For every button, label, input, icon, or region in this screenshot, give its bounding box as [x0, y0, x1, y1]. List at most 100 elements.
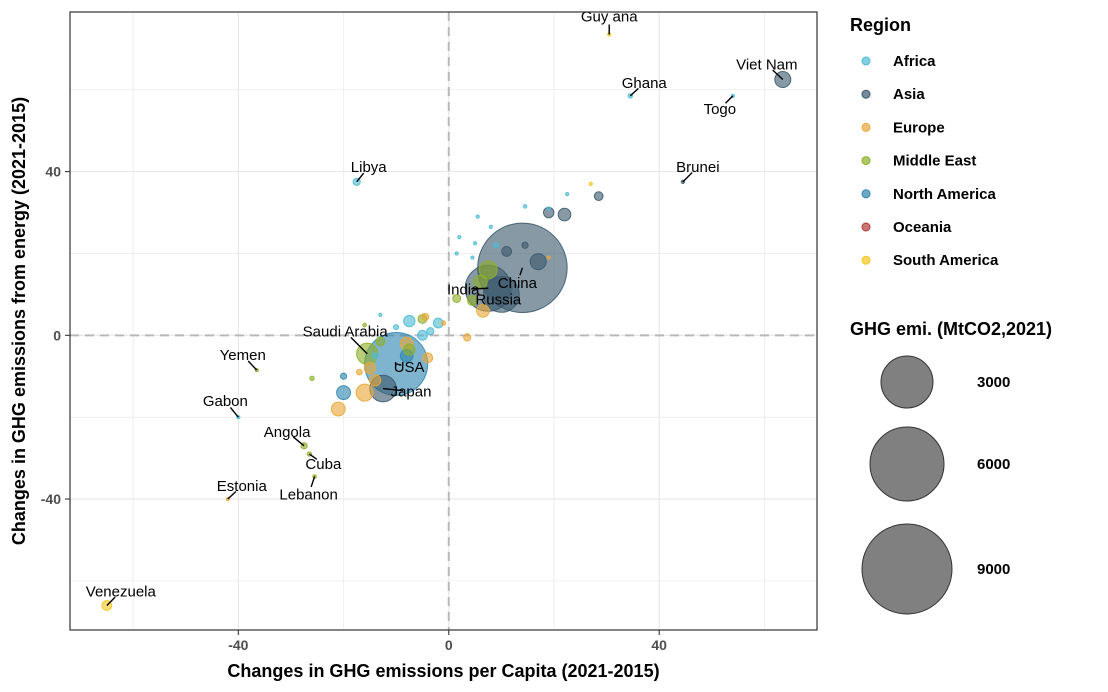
bubble-north-america: [339, 372, 348, 380]
bubble-africa: [371, 352, 379, 360]
legend-label: Europe: [893, 119, 945, 136]
bubble-europe: [476, 303, 490, 318]
size-legend-label: 9000: [977, 561, 1010, 578]
annotation-label: Ghana: [622, 75, 668, 92]
y-tick-label: 0: [53, 327, 61, 343]
annotation-leader: [629, 87, 639, 97]
annotation-label: Gabon: [203, 393, 248, 410]
size-legend-circle: [869, 426, 945, 502]
legend-label: Asia: [893, 86, 925, 103]
region-legend: Region Africa Asia Europe Middle East North …: [850, 15, 999, 269]
y-axis-ticks: -40 0 40: [41, 164, 70, 507]
size-legend: GHG emi. (MtCO2,2021) 3000 6000 9000: [850, 319, 1052, 615]
legend-key: [861, 156, 871, 166]
annotation-leader: [772, 69, 784, 81]
annotation-layer: Guy ana Viet Nam Ghana Togo Libya Brunei China…: [86, 9, 798, 606]
bubble-africa: [454, 251, 459, 256]
annotation-leader: [395, 363, 402, 366]
annotation-label: Guy ana: [581, 9, 638, 26]
bubble-north-america: [336, 385, 351, 401]
x-tick-label: 0: [445, 637, 453, 653]
bubble-asia: [482, 276, 520, 313]
legend-key: [861, 222, 871, 232]
bubble-asia: [521, 241, 529, 249]
annotation-label: Angola: [264, 424, 311, 441]
annotation-label: Japan: [391, 384, 432, 401]
annotation-leader: [229, 406, 239, 418]
size-legend-circle: [880, 355, 934, 409]
bubble-africa: [378, 312, 383, 317]
bubble-africa: [426, 327, 435, 336]
bubble-asia: [557, 207, 572, 222]
annotation-label: USA: [394, 359, 425, 376]
bubble-africa: [475, 214, 480, 219]
x-axis-title: Changes in GHG emissions per Capita (202…: [227, 661, 659, 681]
bubble-europe: [368, 374, 382, 387]
bubble-asia: [501, 246, 513, 257]
annotation-label: Estonia: [217, 478, 268, 495]
annotation-leader: [310, 476, 316, 488]
bubble-europe: [463, 333, 472, 342]
legend-label: Africa: [893, 53, 936, 70]
bubble-middle-east: [309, 375, 315, 381]
annotation-leader: [308, 453, 318, 460]
annotation-leader: [247, 360, 258, 371]
bubble-africa: [522, 204, 528, 209]
legend-label: Middle East: [893, 153, 976, 170]
y-tick-label: 40: [45, 164, 61, 180]
bubble-africa: [470, 255, 475, 260]
size-legend-circle: [861, 523, 953, 615]
annotation-leader: [724, 95, 734, 104]
bubble-asia: [529, 253, 547, 271]
x-tick-label: 40: [651, 637, 667, 653]
legend-label: South America: [893, 252, 999, 269]
annotation-leader: [519, 267, 524, 276]
annotation-leader: [471, 287, 489, 290]
bubble-middle-east: [362, 322, 367, 328]
bubble-europe: [356, 368, 363, 376]
legend-key: [861, 56, 871, 66]
bubble-africa: [403, 314, 416, 328]
bubble-africa: [457, 234, 462, 240]
bubble-africa: [393, 324, 400, 331]
x-axis-ticks: -40 0 40: [228, 630, 667, 653]
annotation-leader: [292, 436, 305, 447]
bubble-africa: [546, 206, 551, 211]
annotation-label: Lebanon: [279, 487, 337, 504]
x-tick-label: -40: [228, 637, 248, 653]
bubble-europe: [330, 401, 346, 417]
bubble-africa: [472, 241, 478, 246]
y-axis-title: Changes in GHG emissions from energy (20…: [9, 97, 29, 545]
annotation-leader: [106, 596, 116, 606]
bubble-africa: [565, 192, 570, 197]
size-legend-label: 6000: [977, 456, 1010, 473]
bubble-europe: [440, 320, 447, 326]
annotation-label: Brunei: [676, 159, 719, 176]
bubble-middle-east: [478, 260, 498, 280]
annotation-leader: [682, 172, 693, 183]
annotation-label: China: [498, 275, 538, 292]
legend-key: [861, 189, 871, 199]
bubble-africa: [488, 224, 493, 229]
annotation-leader: [227, 490, 237, 500]
annotation-label: Saudi Arabia: [303, 324, 389, 341]
annotation-label: Yemen: [220, 347, 266, 364]
annotation-label: Libya: [351, 159, 388, 176]
size-legend-title: GHG emi. (MtCO2,2021): [850, 319, 1052, 339]
legend-label: North America: [893, 186, 996, 203]
annotation-label: Togo: [704, 101, 737, 118]
bubble-europe: [421, 312, 430, 321]
legend-key: [861, 122, 871, 132]
region-legend-title: Region: [850, 15, 911, 35]
annotation-label: India: [447, 281, 480, 298]
plot-panel-border: [69, 11, 818, 631]
legend-key: [861, 255, 871, 265]
bubble-europe: [355, 383, 374, 402]
annotation-leader: [356, 172, 365, 183]
bubble-middle-east: [467, 295, 478, 306]
bubble-europe: [363, 361, 377, 375]
y-tick-label: -40: [41, 491, 61, 507]
bubble-africa: [493, 242, 500, 249]
annotation-label: Venezuela: [86, 583, 157, 600]
